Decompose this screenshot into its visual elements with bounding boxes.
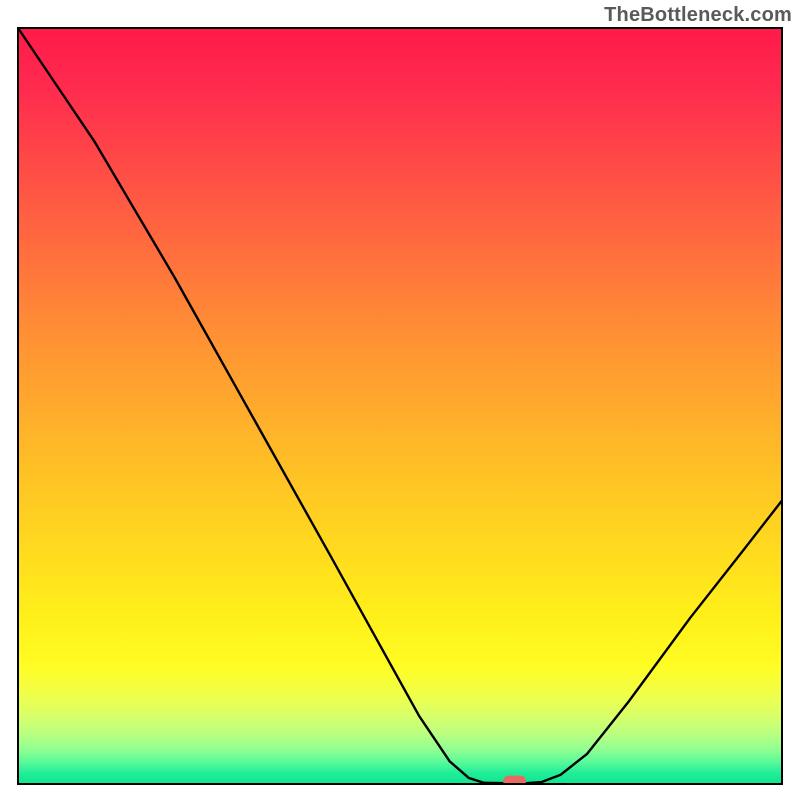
gradient-background [18, 28, 782, 784]
valley-marker [503, 776, 526, 787]
chart-container: TheBottleneck.com [0, 0, 800, 800]
chart-svg [0, 0, 800, 800]
